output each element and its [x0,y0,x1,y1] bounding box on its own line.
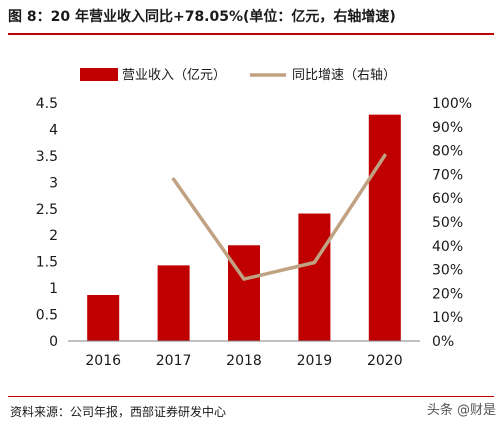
legend-swatch-revenue [80,68,118,81]
right-tick-label: 80% [432,144,463,160]
legend-label-revenue: 营业收入（亿元） [122,68,226,83]
bars [87,114,401,341]
revenue-bar [368,114,401,341]
right-tick-label: 40% [432,239,463,255]
chart-title: 图 8：20 年营业收入同比+78.05%(单位：亿元，右轴增速) [8,9,396,25]
revenue-bar [157,265,190,341]
right-tick-label: 70% [432,167,463,183]
right-tick-label: 10% [432,310,463,326]
right-tick-label: 30% [432,263,463,279]
legend-label-growth: 同比增速（右轴） [292,68,396,83]
growth-line [171,153,387,281]
chart: 营业收入（亿元） 同比增速（右轴） 0 0.5 1 1.5 2 2.5 3 3.5 4 4.5 0… [36,68,472,369]
footer-rule [8,396,494,397]
left-tick-label: 0.5 [36,308,58,324]
x-tick-label: 2016 [85,353,121,369]
left-tick-label: 1 [49,281,58,297]
revenue-bar [298,213,331,341]
right-tick-label: 50% [432,215,463,231]
x-tick-label: 2019 [297,353,333,369]
left-tick-label: 3 [49,175,58,191]
right-tick-label: 60% [432,191,463,207]
right-axis: 0% 10% 20% 30% 40% 50% 60% 70% 80% 90% 100% [432,96,472,350]
title-rule [8,33,494,35]
right-tick-label: 90% [432,120,463,136]
left-tick-label: 2.5 [36,202,58,218]
left-tick-label: 2 [49,228,58,244]
left-tick-label: 1.5 [36,255,58,271]
revenue-bar [228,245,260,341]
x-axis: 2016 2017 2018 2019 2020 [85,353,402,369]
right-tick-label: 100% [432,96,472,112]
left-tick-label: 4.5 [36,96,58,112]
growth-line-group [171,153,387,281]
x-tick-label: 2017 [156,353,192,369]
legend: 营业收入（亿元） 同比增速（右轴） [80,68,396,83]
watermark: 头条 @财是 [426,403,496,418]
left-tick-label: 3.5 [36,149,58,165]
source-note: 资料来源：公司年报，西部证券研发中心 [10,405,227,419]
left-axis: 0 0.5 1 1.5 2 2.5 3 3.5 4 4.5 [36,96,58,350]
x-tick-label: 2020 [367,353,403,369]
left-tick-label: 0 [49,334,58,350]
x-tick-label: 2018 [226,353,262,369]
right-tick-label: 0% [432,334,454,350]
revenue-bar [87,294,120,341]
left-tick-label: 4 [49,122,58,138]
right-tick-label: 20% [432,286,463,302]
